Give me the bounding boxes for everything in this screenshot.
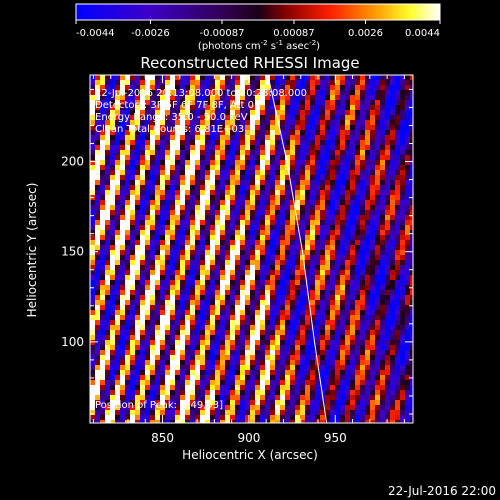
annotation-time: 22-Jul-2016 20:13:08.000 to 20:23:08.000 <box>95 88 307 99</box>
colorbar-tick-labels: -0.0044 -0.0026 -0.00087 0.00087 0.0026 0.004… <box>76 28 440 39</box>
x-tick-label: 850 <box>151 431 174 445</box>
plot-title: Reconstructed RHESSI Image <box>140 54 359 72</box>
colorbar-tick-label: 0.0044 <box>405 28 440 39</box>
peak-position-label: Position of Peak: [849,93] <box>95 400 223 411</box>
x-tick-label: 950 <box>324 431 347 445</box>
rhessi-image <box>90 75 413 423</box>
timestamp: 22-Jul-2016 22:00 <box>388 484 496 498</box>
y-tick-label: 150 <box>61 245 84 259</box>
plot-frame <box>89 74 414 424</box>
x-tick-label: 900 <box>237 431 260 445</box>
y-tick-label: 100 <box>61 335 84 349</box>
annotation-block: 22-Jul-2016 20:13:08.000 to 20:23:08.000… <box>95 88 307 135</box>
colorbar <box>75 3 441 21</box>
y-axis-label: Heliocentric Y (arcsec) <box>25 183 39 318</box>
y-tick-label: 200 <box>61 155 84 169</box>
colorbar-tick-label: -0.0026 <box>131 28 170 39</box>
y-tick-labels: 100 150 200 <box>61 155 84 349</box>
colorbar-tick-label: -0.0044 <box>76 28 115 39</box>
colorbar-tick-label: -0.00087 <box>200 28 245 39</box>
annotation-detectors: Detectors: 3F 5F 6F 7F 8F, Att 0 <box>95 100 254 111</box>
annotation-energy: Energy Range: 35.0 - 50.0 keV <box>95 112 248 123</box>
colorbar-ticks <box>75 20 441 24</box>
colorbar-tick-label: 0.00087 <box>273 28 314 39</box>
x-axis-label: Heliocentric X (arcsec) <box>182 448 318 462</box>
colorbar-unit-label: (photons cm-2 s-1 asec-2) <box>198 39 320 52</box>
annotation-counts: Clean Total Counts: 6.81E+03 <box>95 124 244 135</box>
axis-ticks <box>90 75 413 423</box>
colorbar-tick-label: 0.0026 <box>348 28 383 39</box>
x-tick-labels: 850 900 950 <box>151 431 347 445</box>
solar-limb-curve <box>267 75 328 423</box>
